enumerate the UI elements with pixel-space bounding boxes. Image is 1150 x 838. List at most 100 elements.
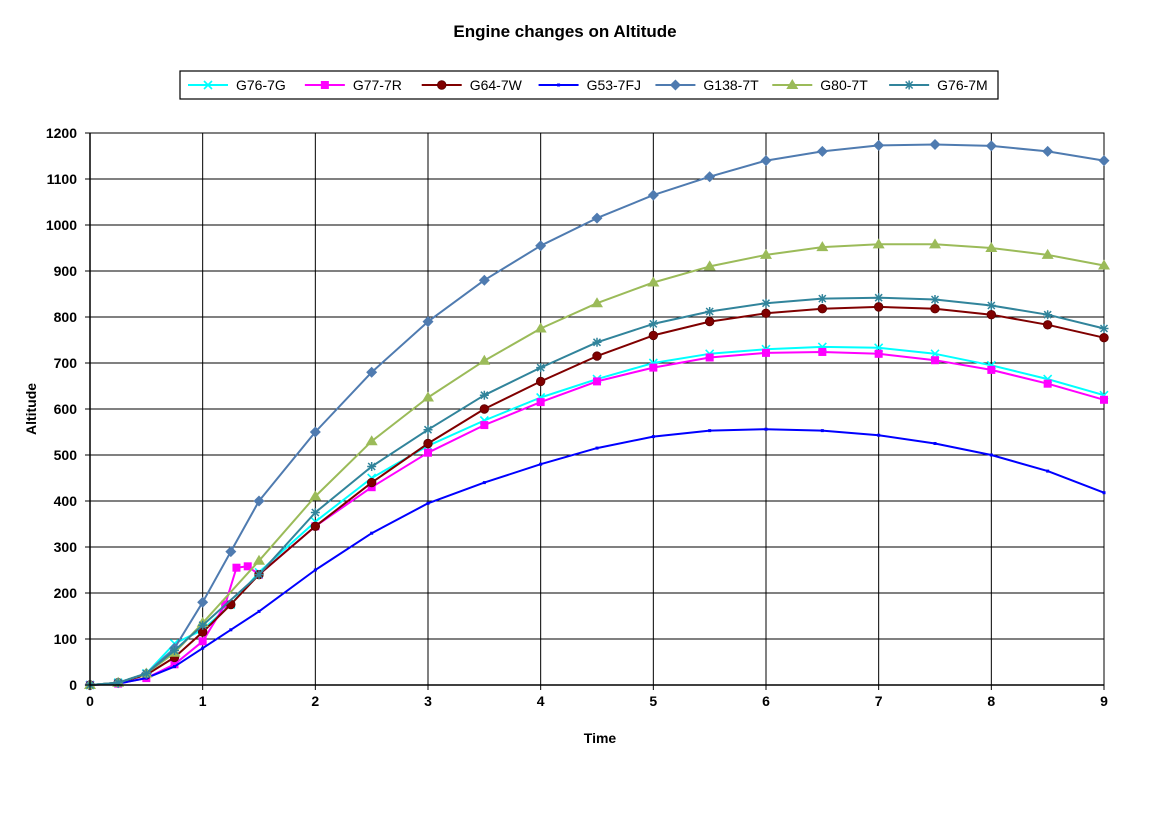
y-tick-label: 0 [69,677,77,693]
data-point [539,462,543,466]
legend-item: G53-7FJ [538,77,641,93]
data-point [1099,324,1109,333]
legend-item: G64-7W [421,77,523,93]
series-line [89,143,1105,686]
data-point [930,304,940,314]
legend-label: G76-7G [236,77,286,93]
series-g138-7t [84,139,1110,691]
data-point [479,390,489,400]
data-point [933,442,937,445]
x-tick-label: 1 [199,693,207,709]
y-tick-label: 200 [54,585,78,601]
data-point [366,366,378,378]
data-point [874,293,884,303]
x-tick-label: 2 [311,693,319,709]
data-point [225,546,237,558]
data-point [365,435,378,446]
data-point [595,446,599,450]
data-point [873,302,884,312]
data-point [141,669,151,678]
data-point [254,570,264,580]
data-point [367,462,377,471]
data-point [243,562,252,571]
x-tick-label: 7 [875,693,883,709]
data-point [536,398,545,407]
y-tick-label: 1100 [47,171,78,187]
grid [90,133,1104,685]
data-point [1100,395,1108,404]
data-point [478,354,491,365]
legend: G76-7G G77-7R G64-7W G53-7FJ G138-7T G80-7T G7… [179,70,999,100]
data-point [760,248,772,259]
y-tick-label: 1000 [46,217,77,233]
data-point [1046,469,1050,473]
y-tick-label: 800 [54,309,78,325]
data-point [232,563,241,572]
data-point [989,453,993,457]
data-point [651,435,655,439]
data-point [437,80,447,90]
data-point [1098,155,1110,167]
data-point [366,477,377,488]
data-point [591,212,603,224]
legend-item: G77-7R [304,77,402,93]
data-point [817,304,828,314]
data-point [173,665,176,669]
y-axis-title: Altitude [23,383,39,435]
data-point [197,596,209,608]
x-tick-label: 6 [762,693,770,709]
x-tick-label: 5 [649,693,657,709]
y-tick-label: 400 [54,493,78,509]
data-point [422,316,434,328]
data-point [423,438,433,449]
y-tick-label: 300 [54,539,78,555]
data-point [987,365,996,374]
data-point [985,242,998,252]
data-point [872,238,885,249]
data-point [986,301,996,310]
y-tick-label: 900 [54,263,78,279]
data-point [557,83,561,87]
data-point [478,274,490,286]
series-line [89,428,1105,686]
data-point [705,353,714,362]
data-point [647,276,660,287]
series-line [89,305,1105,686]
x-tick-label: 0 [86,693,94,709]
data-point [257,609,261,613]
data-point [423,425,433,435]
data-point [904,80,914,90]
data-point [482,481,486,485]
legend-item: G80-7T [772,77,868,93]
x-axis-title: Time [584,730,617,746]
legend-item: G138-7T [655,77,759,93]
data-point [708,429,712,433]
data-point [705,306,715,316]
data-point [764,427,768,431]
data-point [930,295,940,305]
x-tick-label: 3 [424,693,432,709]
data-point [253,554,265,565]
data-point [313,568,317,572]
data-point [310,508,320,517]
data-point [535,376,546,387]
data-point [1043,310,1053,320]
data-point [929,139,941,150]
data-point [203,80,213,90]
data-point [593,377,601,386]
legend-label: G64-7W [470,77,523,93]
x-tick-label: 4 [537,693,545,709]
data-point [1041,248,1054,259]
data-point [309,426,321,438]
data-point [309,490,322,501]
data-point [536,363,546,373]
data-point [592,351,602,361]
series-line [89,351,1105,686]
y-tick-label: 500 [54,447,78,463]
legend-item: G76-7M [889,77,988,93]
x-tick-label: 9 [1100,693,1108,709]
data-point [113,678,123,688]
legend-label: G76-7M [937,77,988,93]
legend-item: G76-7G [188,77,286,93]
data-point [669,79,681,91]
